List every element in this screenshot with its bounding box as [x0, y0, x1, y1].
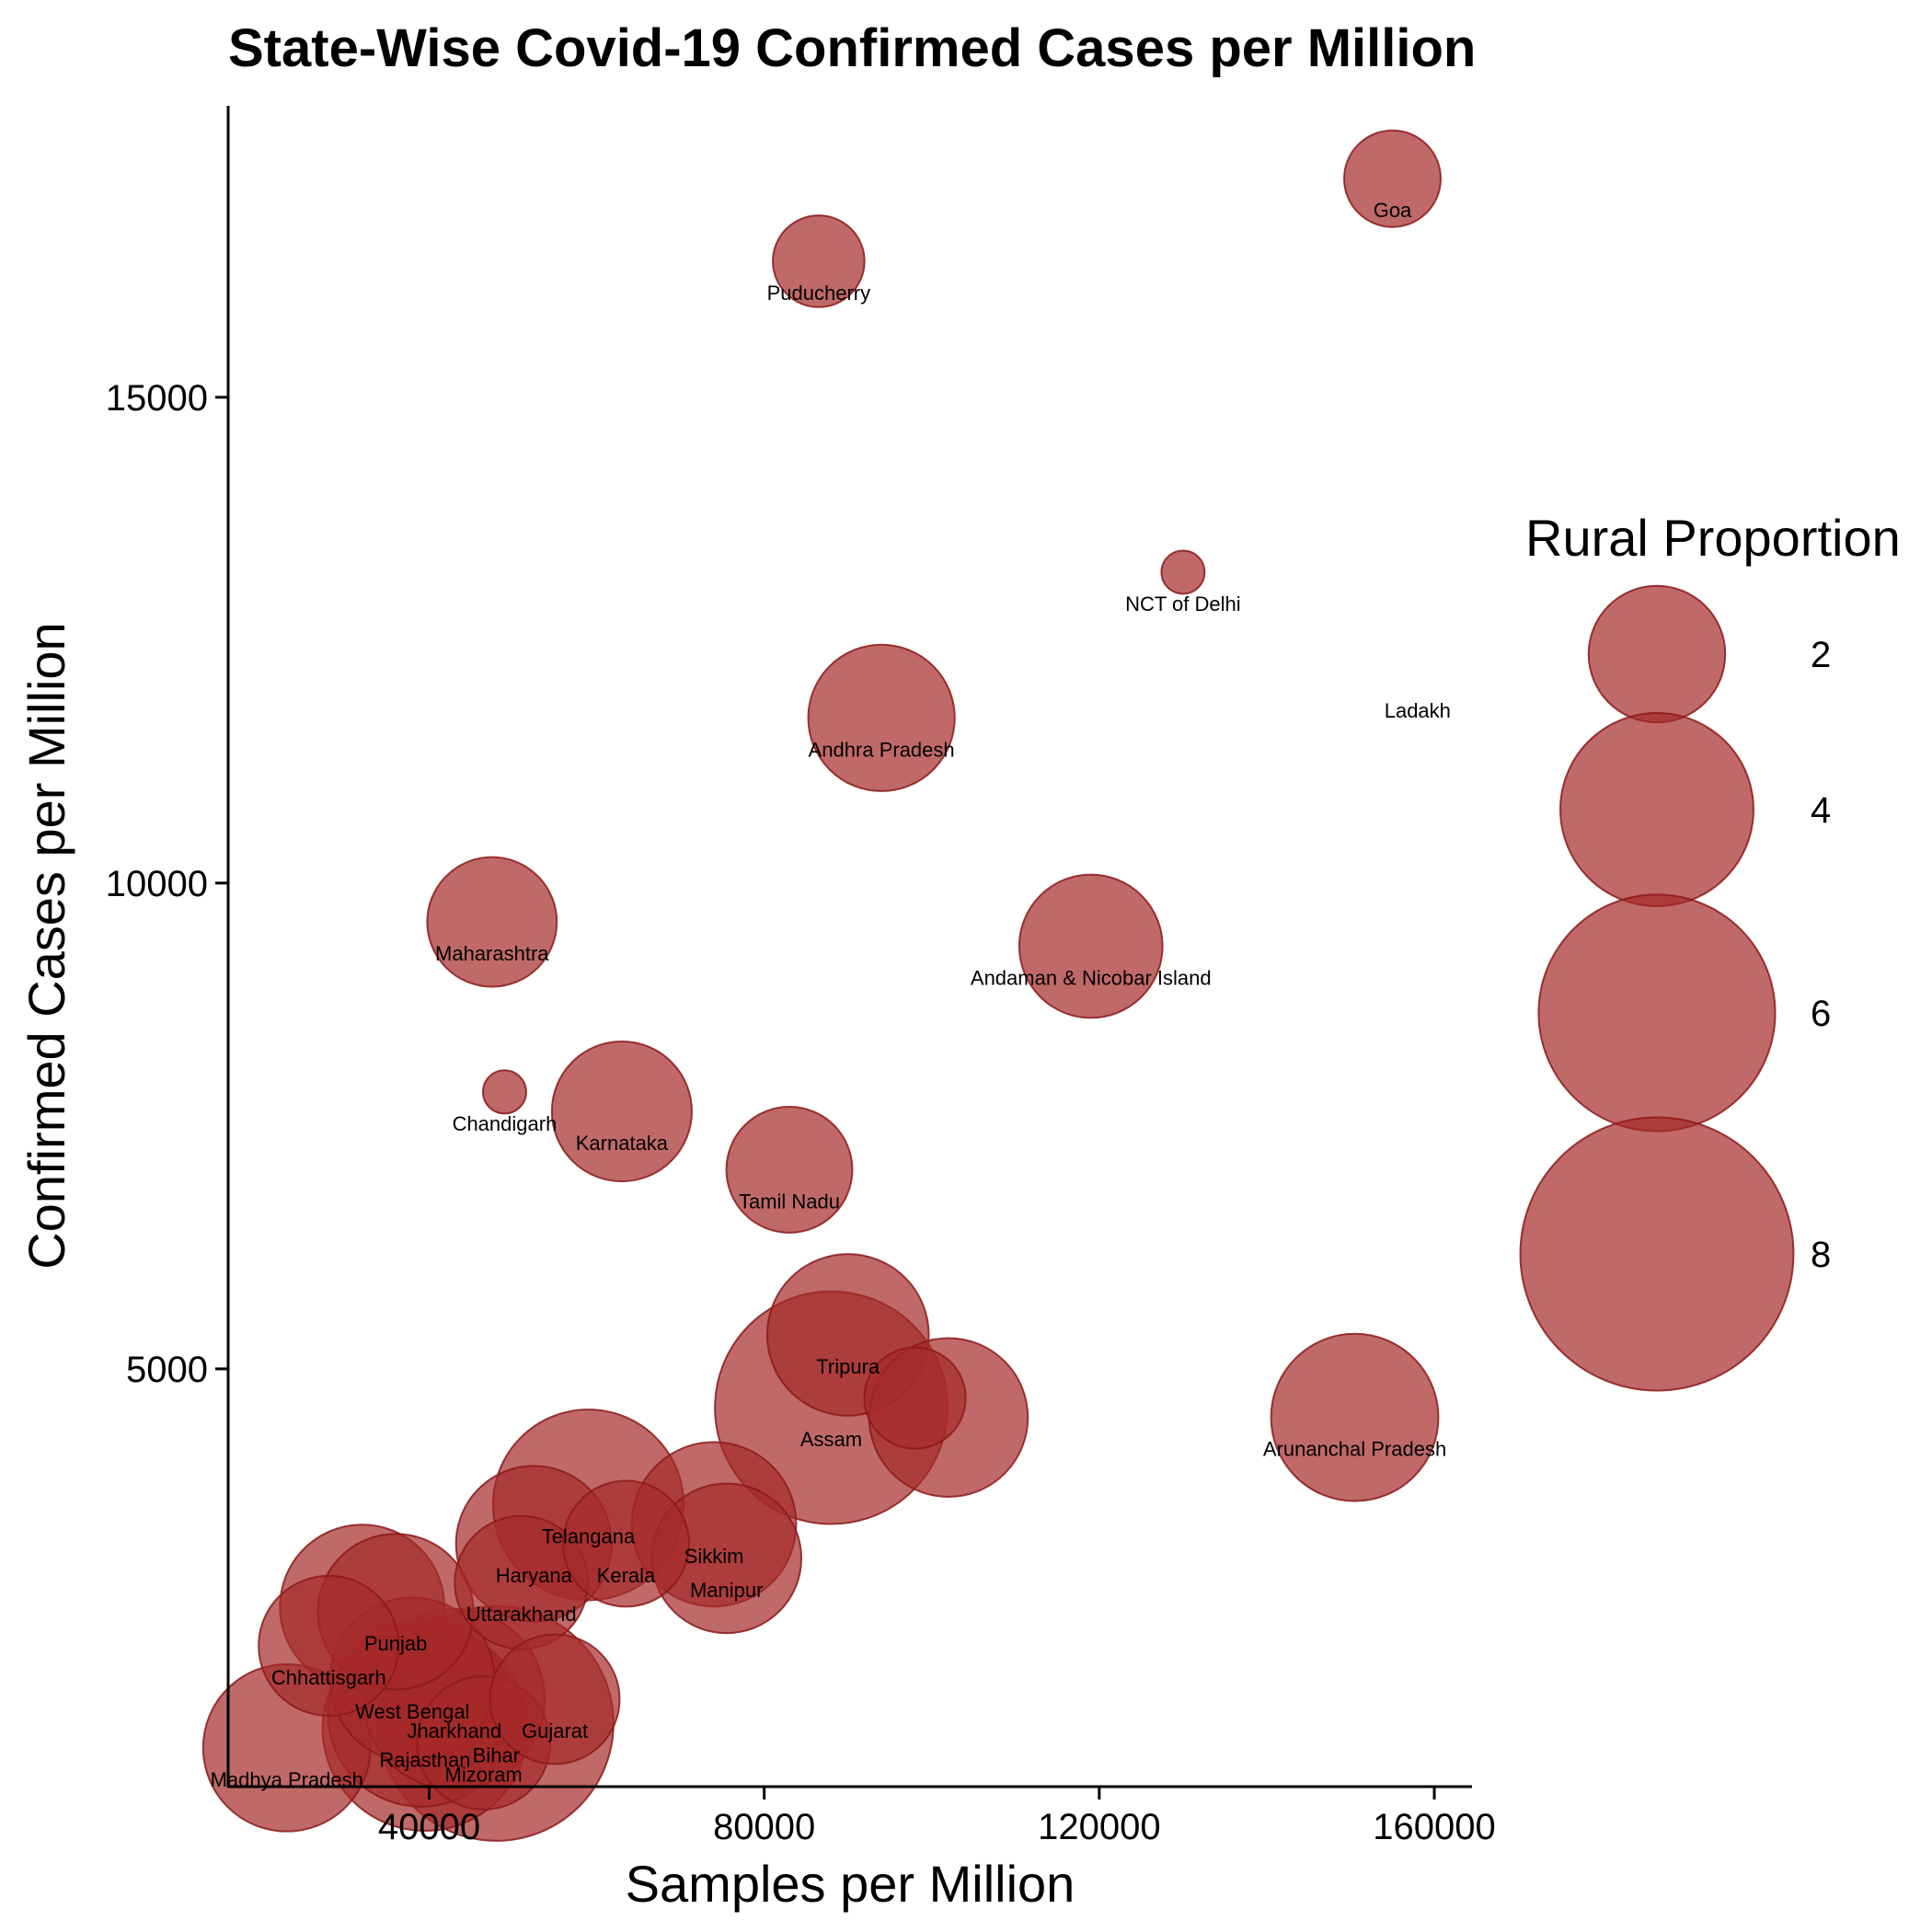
bubble-point	[1160, 549, 1206, 595]
legend: Rural Proportion 2 4 6 8	[1519, 509, 1901, 1392]
x-tick-label: 80000	[713, 1807, 815, 1847]
legend-bubble	[1587, 584, 1727, 724]
point-label: West Bengal	[355, 1700, 469, 1723]
legend-label: 2	[1811, 635, 1831, 675]
points-layer	[201, 129, 1442, 1842]
x-tick-label: 40000	[378, 1807, 480, 1847]
legend-items: 2 4 6 8	[1519, 584, 1831, 1392]
point-label: Mizoram	[445, 1763, 523, 1786]
x-tick-label: 160000	[1373, 1807, 1495, 1847]
point-label: Puducherry	[767, 282, 871, 305]
legend-title: Rural Proportion	[1525, 509, 1901, 567]
bubble-point	[1270, 1332, 1440, 1502]
legend-label: 6	[1811, 994, 1831, 1034]
point-label: Chandigarh	[453, 1112, 558, 1135]
point-label: Jharkhand	[407, 1719, 501, 1742]
bubble-point	[550, 1040, 693, 1183]
point-label: Maharashtra	[435, 942, 549, 965]
point-labels-layer: Goa Puducherry NCT of Delhi Ladakh Andhra Pr…	[211, 199, 1451, 1791]
point-label: Andhra Pradesh	[809, 738, 955, 761]
bubble-point	[807, 643, 956, 792]
point-label: Chhattisgarh	[271, 1666, 386, 1689]
point-label: Kerala	[597, 1564, 656, 1587]
bubble-point	[258, 1574, 400, 1717]
point-label: Rajasthan	[379, 1749, 470, 1772]
bubble-point	[562, 1479, 690, 1608]
point-label: Goa	[1374, 199, 1412, 222]
legend-bubble	[1519, 1116, 1795, 1392]
point-label: Punjab	[364, 1632, 428, 1655]
bubble-point	[1343, 129, 1442, 228]
bubble-point	[1018, 873, 1164, 1019]
bubble-point	[426, 856, 558, 988]
x-tick-label: 120000	[1038, 1807, 1160, 1847]
bubble-point	[481, 1069, 527, 1115]
point-label: Manipur	[690, 1579, 763, 1602]
point-label: Gujarat	[522, 1719, 588, 1742]
legend-label: 8	[1811, 1235, 1831, 1275]
legend-label: 4	[1811, 790, 1831, 831]
y-ticks: 5000 10000 15000	[106, 378, 228, 1390]
point-label: NCT of Delhi	[1125, 592, 1241, 615]
point-label: Telangana	[542, 1525, 636, 1548]
legend-bubble	[1537, 893, 1777, 1133]
bubble-point	[772, 214, 866, 308]
point-label: Ladakh	[1385, 699, 1451, 722]
bubble-point	[725, 1105, 854, 1234]
point-label: Tripura	[816, 1355, 880, 1378]
legend-bubble	[1559, 712, 1754, 907]
point-label: Uttarakhand	[466, 1603, 577, 1626]
point-label: Bihar	[473, 1743, 520, 1766]
x-ticks: 40000 80000 120000 160000	[378, 1787, 1496, 1847]
y-tick-label: 15000	[106, 378, 208, 419]
point-label: Haryana	[496, 1564, 573, 1587]
point-label: Sikkim	[684, 1545, 744, 1568]
y-tick-label: 10000	[106, 864, 208, 904]
y-tick-label: 5000	[126, 1350, 208, 1390]
point-label: Tamil Nadu	[739, 1190, 840, 1213]
bubble-point	[489, 1633, 621, 1765]
chart-title: State-Wise Covid-19 Confirmed Cases per …	[228, 18, 1476, 78]
point-label: Arunanchal Pradesh	[1263, 1438, 1446, 1461]
x-axis-title: Samples per Million	[626, 1855, 1075, 1913]
bubble-point	[863, 1346, 967, 1450]
point-label: Assam	[800, 1428, 862, 1451]
point-label: Andaman & Nicobar Island	[971, 967, 1212, 990]
y-axis-title: Confirmed Cases per Million	[17, 622, 75, 1269]
point-label: Karnataka	[576, 1132, 669, 1155]
